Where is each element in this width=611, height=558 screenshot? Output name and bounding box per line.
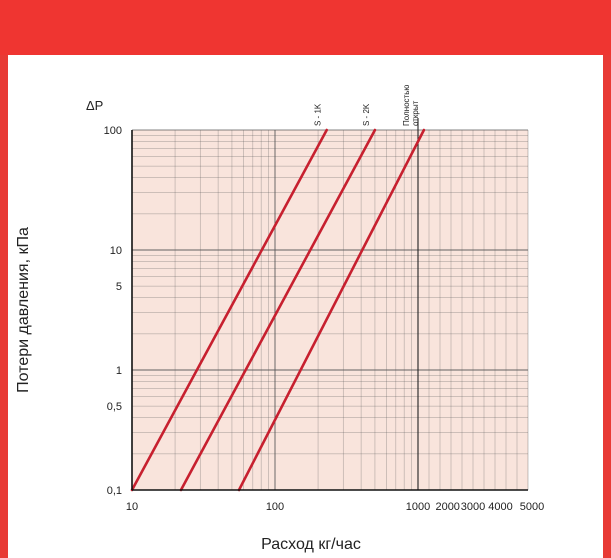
y-tick-label: 0,1	[107, 485, 122, 497]
y-axis-title: Потери давления, кПа	[15, 227, 32, 393]
header-bar	[0, 0, 611, 55]
x-tick-label: 3000	[461, 501, 485, 513]
series-label: S - 2K	[362, 103, 371, 126]
left-border	[0, 55, 8, 558]
y-tick-label: 0,5	[107, 401, 122, 413]
x-tick-label: 4000	[488, 501, 512, 513]
series-line	[237, 128, 426, 492]
series-label: Полностьюоткрыт	[402, 85, 420, 126]
series-layer: S - 1K S - 2K Полностьюоткрыт	[130, 85, 426, 492]
x-axis-title: Расход кг/час	[261, 536, 361, 553]
grid-minor	[132, 130, 529, 490]
y-tick-label: 100	[104, 125, 122, 137]
y-tick-label: 10	[110, 245, 122, 257]
y-tick-label: 5	[116, 281, 122, 293]
x-tick-label: 5000	[520, 501, 544, 513]
series-label: S - 1K	[314, 103, 323, 126]
x-tick-label: 2000	[435, 501, 459, 513]
right-border	[603, 55, 611, 558]
y-axis-symbol: ΔP	[86, 98, 103, 113]
pressure-loss-chart: S - 1K S - 2K Полностьюоткрыт 100 10 5 1 0,5 0,…	[15, 85, 545, 553]
series-line	[179, 128, 377, 492]
y-tick-label: 1	[116, 365, 122, 377]
x-tick-label: 100	[266, 501, 284, 513]
x-tick-label: 10	[126, 501, 138, 513]
axes-layer	[131, 130, 528, 491]
ticks-layer: 100 10 5 1 0,5 0,1 10 100 1000 2000 3000 4000 5000	[104, 125, 545, 513]
x-tick-label: 1000	[406, 501, 430, 513]
series-line	[130, 128, 329, 492]
